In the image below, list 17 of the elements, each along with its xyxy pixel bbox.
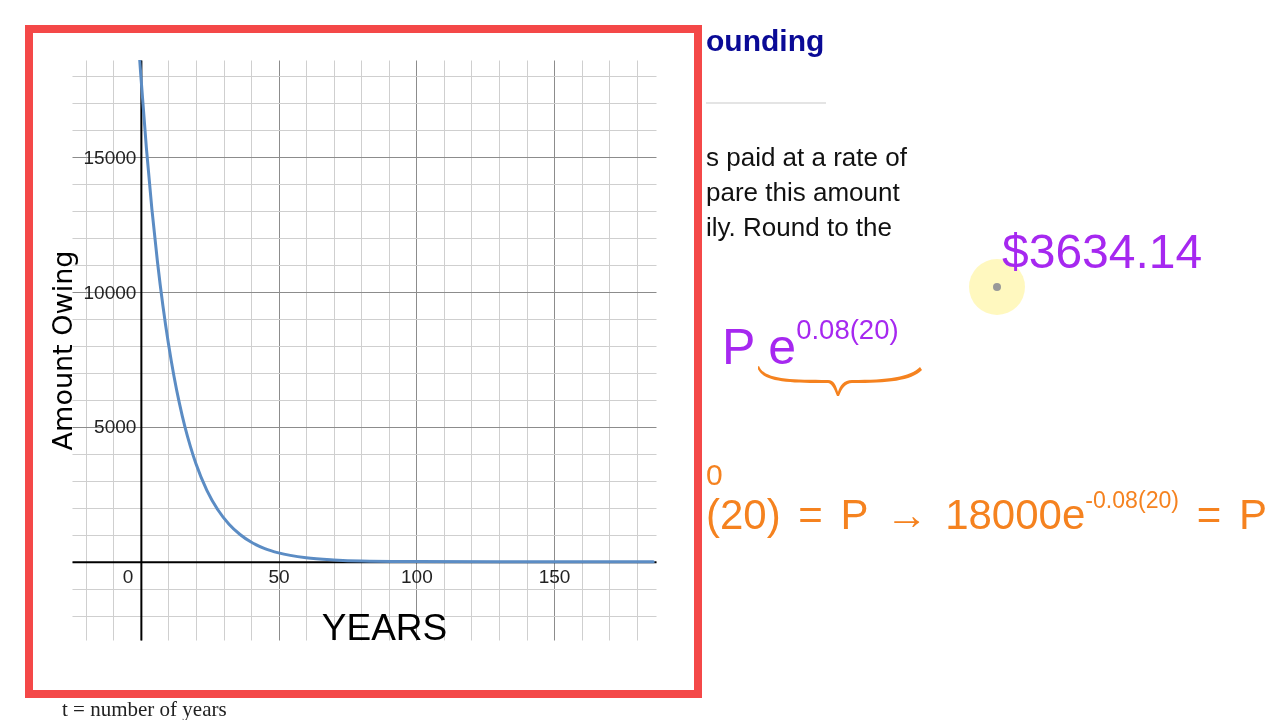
text: ily. Round to the — [706, 212, 892, 242]
text: $3634.14 — [1002, 225, 1203, 278]
text: P e$^{0.08(20)}$ — [722, 314, 899, 375]
x-axis-title: YEARS — [321, 607, 448, 649]
y-tick-label: 5000 — [94, 416, 137, 438]
y-axis-title: Amount Owing — [46, 250, 78, 451]
text: ounding — [706, 24, 825, 57]
text: s paid at a rate of — [706, 142, 907, 172]
x-tick-label: 150 — [538, 566, 571, 588]
x-tick-label: 100 — [400, 566, 433, 588]
x-tick-label: 50 — [268, 566, 290, 588]
x-tick-label: 0 — [122, 566, 134, 588]
y-tick-label: 15000 — [83, 146, 137, 168]
text: t = number of years — [62, 697, 227, 720]
text: pare this amount — [706, 177, 900, 207]
y-tick-label: 10000 — [83, 281, 137, 303]
line-series — [138, 60, 655, 564]
